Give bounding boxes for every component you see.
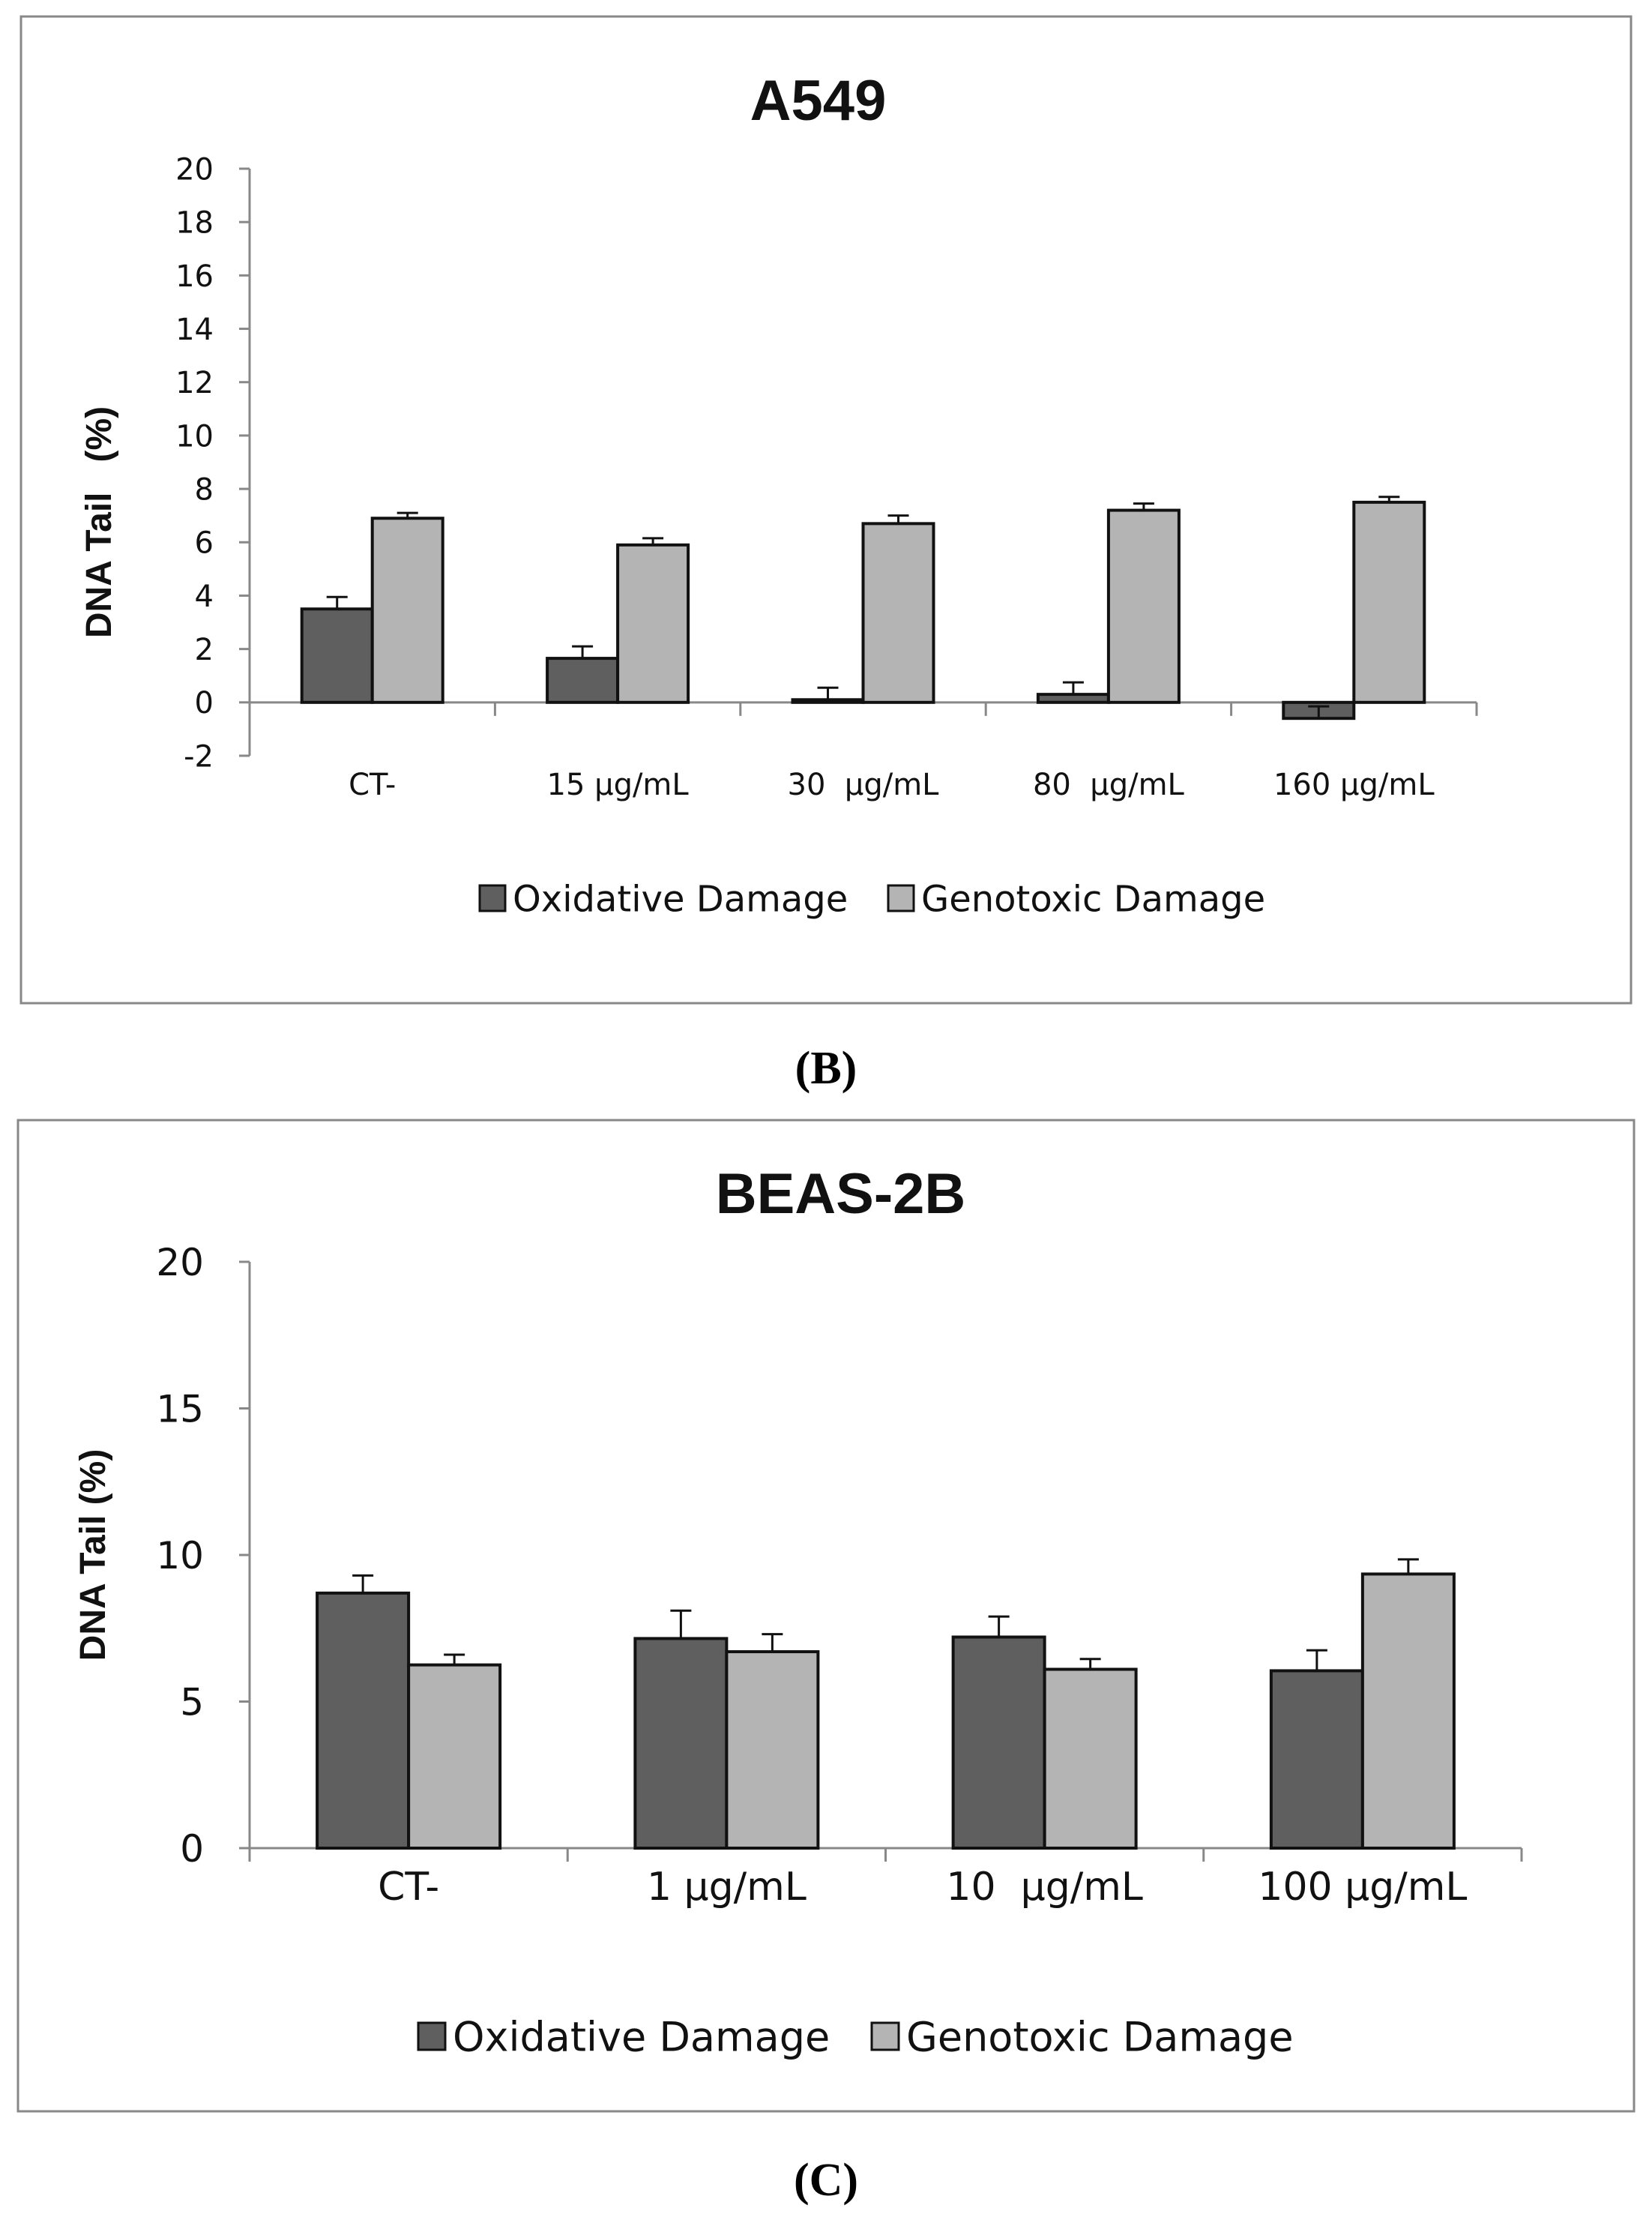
y-tick-label: 5 bbox=[180, 1681, 204, 1724]
y-tick-label: 20 bbox=[156, 1241, 204, 1284]
legend-swatch-oxidative bbox=[478, 884, 507, 912]
y-tick-label: 12 bbox=[175, 366, 214, 400]
y-axis-label: DNA Tail (%) bbox=[73, 1449, 113, 1661]
y-tick-label: 6 bbox=[195, 526, 214, 561]
legend-swatch-genotoxic bbox=[870, 2021, 900, 2051]
x-category-label: 15 µg/mL bbox=[547, 768, 690, 802]
bar-oxidative bbox=[791, 698, 865, 704]
y-axis-label: DNA Tail (%) bbox=[79, 406, 119, 638]
bar-oxidative bbox=[316, 1591, 411, 1850]
chart-beas2b: BEAS-2B 0 5 10 15 20 DNA Tail (%) CT- 1 µg/mL 10 … bbox=[73, 1162, 1523, 2060]
x-category-label: 100 µg/mL bbox=[1258, 1865, 1467, 1910]
legend-swatch-genotoxic bbox=[887, 884, 915, 912]
x-category-label: CT- bbox=[378, 1865, 439, 1910]
legend-label-oxidative: Oxidative Damage bbox=[513, 878, 848, 920]
panel-label-c: (C) bbox=[794, 2155, 858, 2206]
y-tick-label: 14 bbox=[175, 313, 214, 347]
x-category-label: 80 µg/mL bbox=[1033, 768, 1185, 802]
y-tick-label: 0 bbox=[195, 686, 214, 721]
bar-genotoxic bbox=[1352, 500, 1426, 704]
x-category-label: 10 µg/mL bbox=[946, 1865, 1142, 1910]
legend-label-genotoxic: Genotoxic Damage bbox=[906, 2013, 1294, 2060]
legend-label-oxidative: Oxidative Damage bbox=[453, 2013, 830, 2060]
chart-title: A549 bbox=[750, 69, 887, 133]
y-tick-label: 18 bbox=[175, 206, 214, 241]
y-tick-label: 0 bbox=[180, 1827, 204, 1871]
bar-oxidative bbox=[1036, 693, 1110, 704]
bar-genotoxic bbox=[861, 522, 935, 704]
x-category-label: 160 µg/mL bbox=[1273, 768, 1435, 802]
y-tick-label: 8 bbox=[195, 472, 214, 507]
bar-oxidative bbox=[300, 607, 374, 704]
bar-oxidative bbox=[1269, 1669, 1364, 1850]
y-tick-label: -2 bbox=[184, 739, 214, 774]
bar-genotoxic bbox=[1043, 1667, 1138, 1850]
y-tick-label: 10 bbox=[156, 1534, 204, 1577]
bar-genotoxic bbox=[1360, 1572, 1456, 1850]
y-tick-label: 10 bbox=[175, 419, 214, 454]
bar-oxidative bbox=[951, 1635, 1046, 1850]
legend-swatch-oxidative bbox=[417, 2021, 447, 2051]
y-tick-label: 16 bbox=[175, 259, 214, 294]
x-category-label: CT- bbox=[349, 768, 396, 802]
x-category-label: 30 µg/mL bbox=[788, 768, 940, 802]
y-tick-label: 4 bbox=[195, 580, 214, 614]
bar-oxidative bbox=[546, 657, 620, 704]
bar-genotoxic bbox=[1106, 508, 1181, 704]
bar-genotoxic bbox=[370, 517, 444, 704]
bar-oxidative bbox=[633, 1637, 729, 1850]
legend-label-genotoxic: Genotoxic Damage bbox=[921, 878, 1265, 920]
bar-genotoxic bbox=[407, 1663, 502, 1850]
bar-genotoxic bbox=[725, 1650, 820, 1850]
y-tick-label: 15 bbox=[156, 1388, 204, 1431]
chart-a549: A549 -2 0 2 4 6 8 10 12 14 16 18 20 DNA Tail (%) CT- 15… bbox=[79, 69, 1478, 920]
panel-label-b: (B) bbox=[795, 1043, 857, 1094]
y-tick-label: 2 bbox=[195, 633, 214, 667]
chart-title: BEAS-2B bbox=[716, 1162, 966, 1226]
y-tick-label: 20 bbox=[175, 152, 214, 187]
x-category-label: 1 µg/mL bbox=[647, 1865, 807, 1910]
bar-genotoxic bbox=[616, 543, 690, 704]
